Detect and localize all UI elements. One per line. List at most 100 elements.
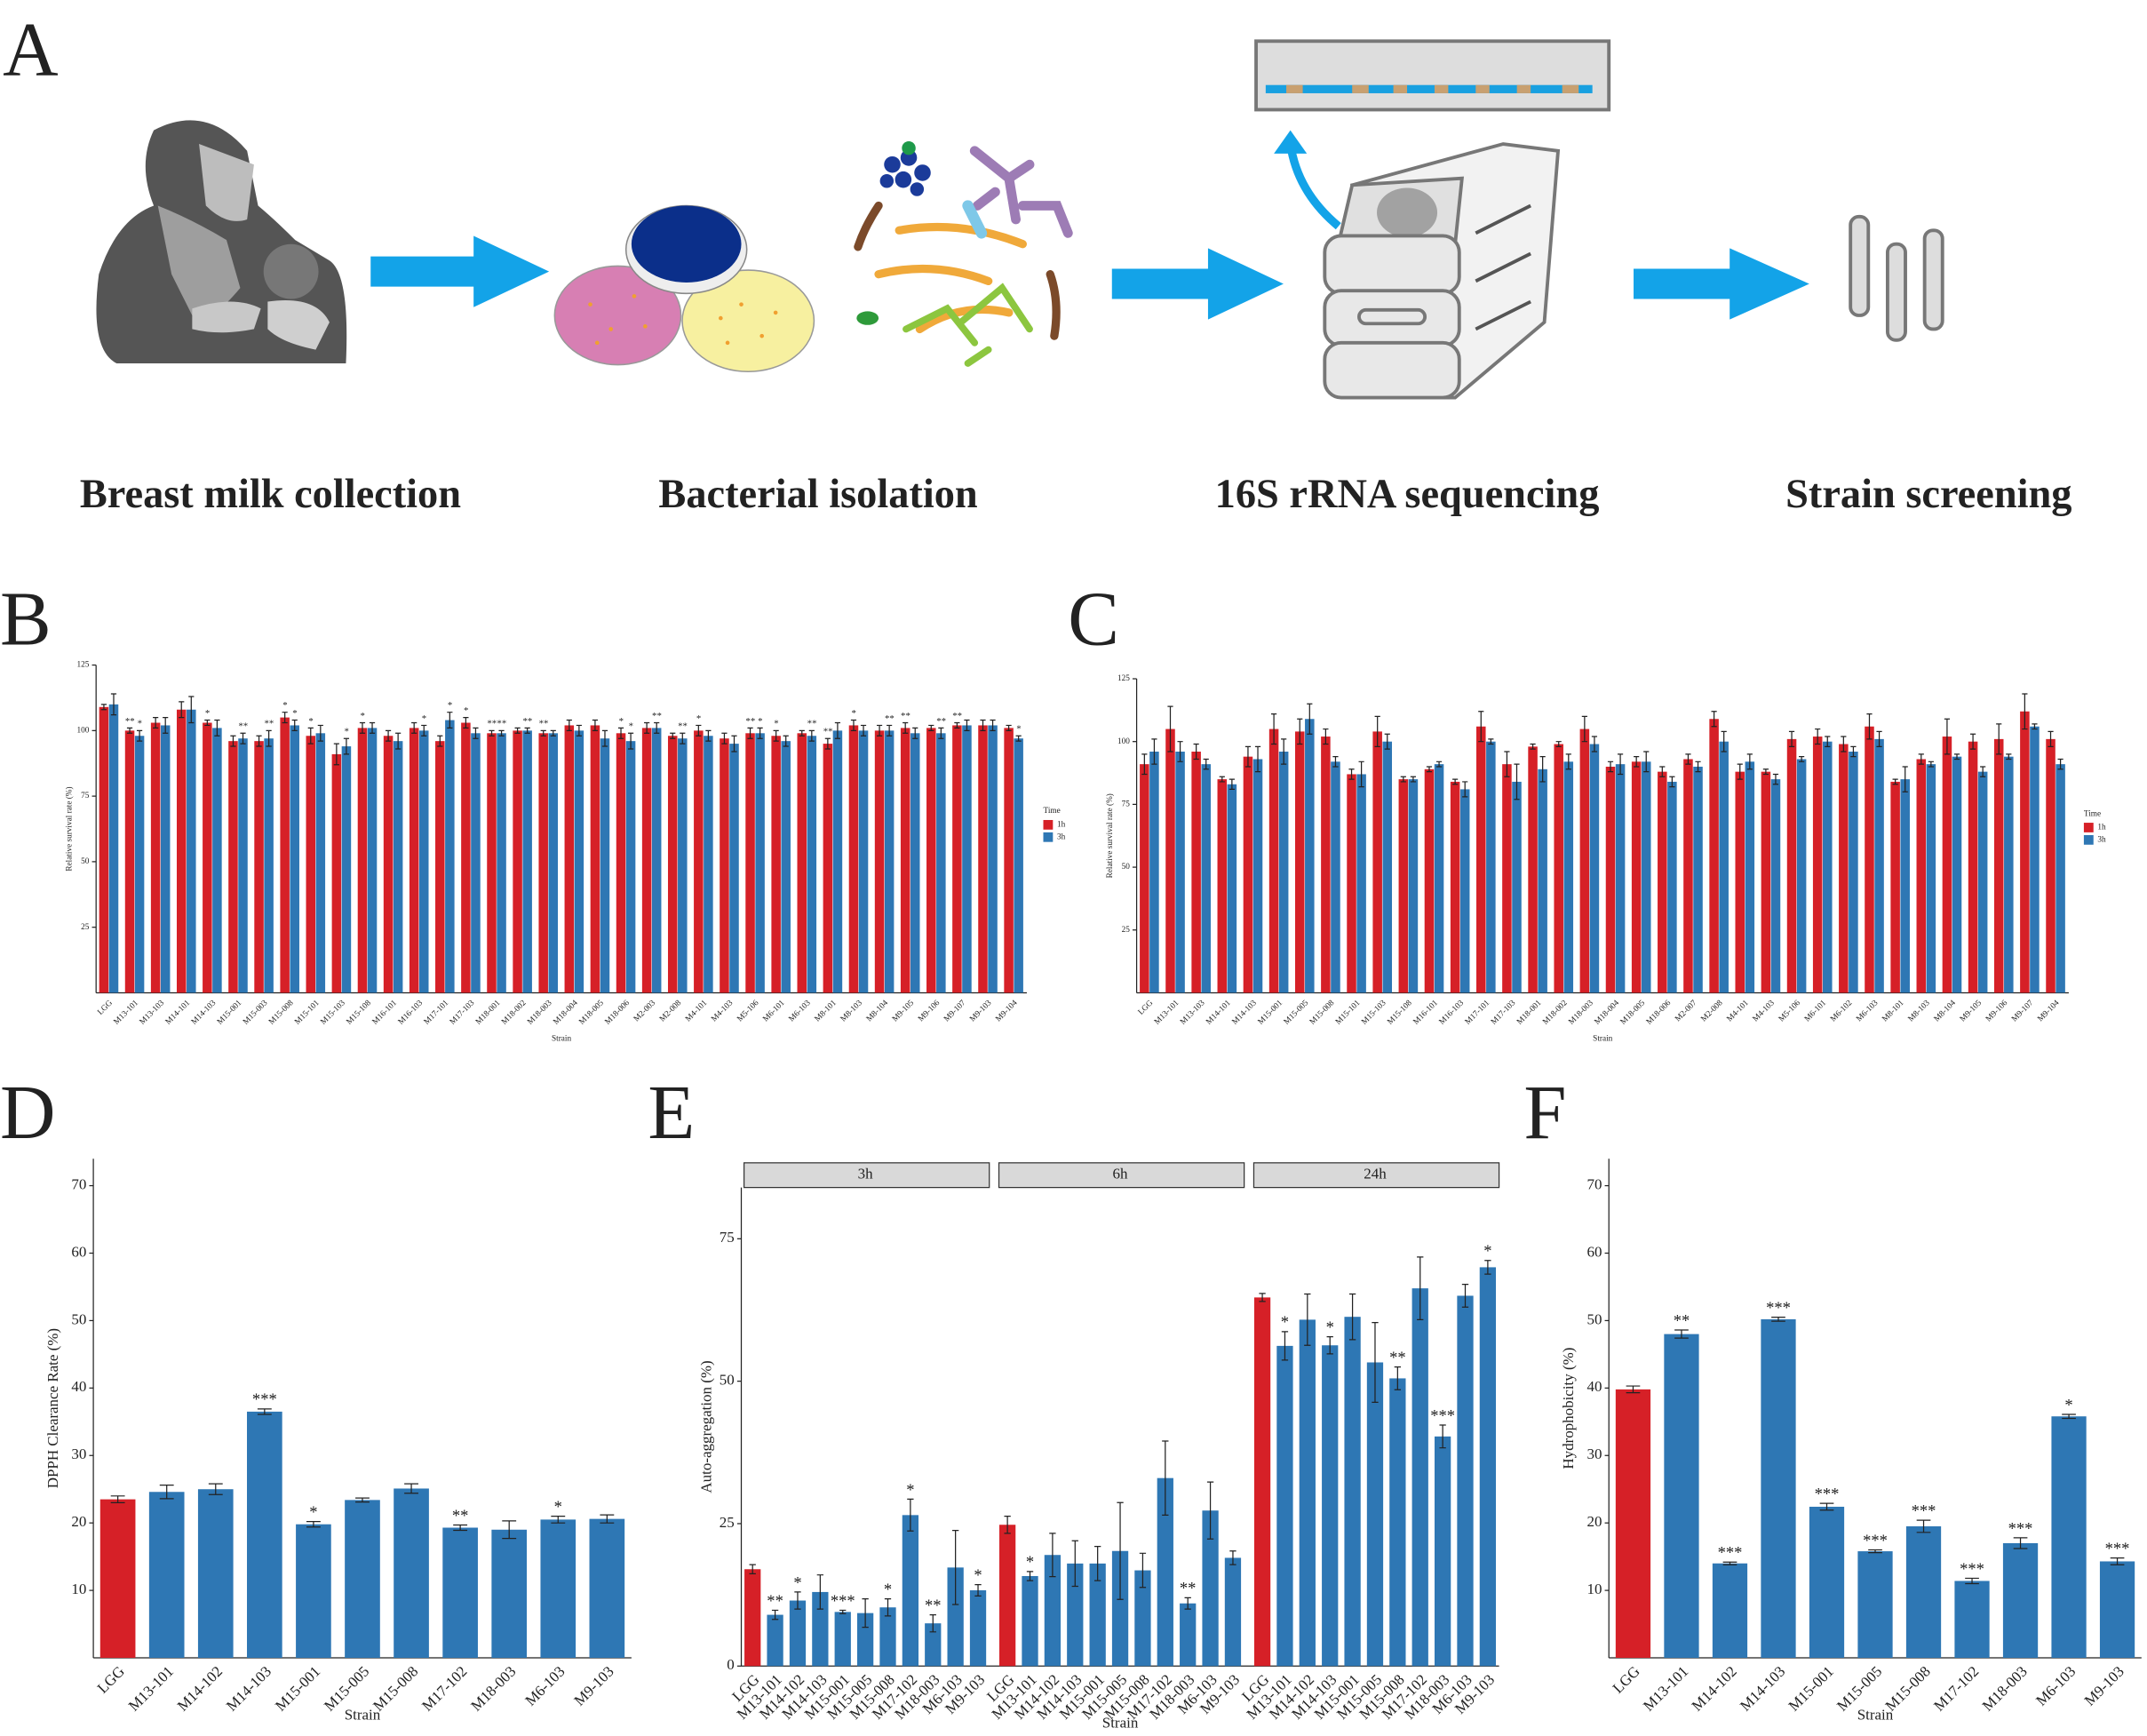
- error-bar: [514, 727, 521, 734]
- y-tick-label: 125: [77, 661, 90, 670]
- error-bar: [1326, 1336, 1333, 1355]
- error-bar: [1771, 1317, 1785, 1322]
- bar: [1217, 779, 1228, 993]
- bar: [290, 725, 299, 993]
- bar: [1089, 1563, 1106, 1667]
- error-bar: [1254, 745, 1261, 773]
- bar: [1658, 771, 1667, 993]
- bar: [1770, 779, 1781, 993]
- error-bar: [1307, 703, 1313, 735]
- bar: [2030, 726, 2040, 993]
- error-bar: [437, 735, 443, 747]
- error-bar: [824, 737, 831, 750]
- error-bar: [2062, 1413, 2076, 1420]
- arrow: [1111, 248, 1284, 320]
- error-bar: [502, 1520, 517, 1540]
- error-bar: [1643, 751, 1650, 773]
- x-axis-title: Strain: [1593, 1034, 1612, 1043]
- error-bar: [907, 1498, 914, 1532]
- y-tick-label: 75: [81, 792, 90, 800]
- error-bar: [627, 732, 634, 750]
- error-bar: [1193, 743, 1199, 760]
- bar: [781, 741, 791, 993]
- bar: [1165, 729, 1175, 993]
- error-bar: [601, 729, 608, 747]
- bar: [1191, 752, 1201, 993]
- error-bar: [862, 1597, 869, 1628]
- y-tick-label: 100: [1117, 737, 1130, 746]
- bar: [834, 1612, 851, 1667]
- bar: [134, 736, 145, 993]
- bar: [744, 1569, 761, 1667]
- legend-label: 1h: [1057, 821, 1066, 830]
- y-tick-label: 25: [720, 1514, 735, 1531]
- bar: [1865, 726, 1874, 993]
- significance-label: **: [901, 711, 910, 721]
- bar: [296, 1524, 331, 1659]
- bar: [357, 728, 368, 993]
- bar: [1476, 726, 1486, 993]
- bar: [1631, 761, 1642, 993]
- error-bar: [1659, 766, 1666, 777]
- bar: [1424, 768, 1435, 993]
- y-tick-label: 40: [1586, 1378, 1602, 1395]
- error-bar: [928, 724, 934, 731]
- significance-label: *: [758, 716, 762, 727]
- bar: [99, 1499, 136, 1659]
- bar: [678, 738, 688, 993]
- bar: [1615, 1389, 1651, 1659]
- error-bar: [126, 727, 133, 734]
- error-bar: [1591, 736, 1598, 753]
- error-bar: [524, 727, 530, 734]
- bar: [150, 722, 161, 993]
- error-bar: [990, 719, 996, 731]
- error-bar: [1944, 718, 1951, 755]
- error-bar: [654, 721, 660, 734]
- y-tick-label: 30: [1586, 1445, 1602, 1462]
- error-bar: [749, 1564, 756, 1575]
- error-bar: [369, 721, 376, 734]
- bar: [1022, 1575, 1038, 1667]
- y-tick-label: 25: [81, 923, 90, 932]
- y-tick-label: 125: [1117, 674, 1130, 683]
- significance-label: **: [539, 719, 549, 729]
- legend-swatch: [1043, 832, 1054, 842]
- error-bar: [1400, 776, 1406, 783]
- y-tick-label: 50: [1586, 1310, 1602, 1327]
- bar: [176, 709, 187, 993]
- y-tick-label: 0: [727, 1656, 734, 1673]
- bar: [497, 733, 506, 993]
- significance-label: **: [652, 711, 662, 721]
- error-bar: [307, 727, 314, 745]
- error-bar: [1772, 773, 1779, 785]
- error-bar: [1439, 1424, 1446, 1449]
- bar: [1641, 761, 1651, 993]
- step-label: Strain screening: [1785, 472, 2071, 517]
- arrow: [1634, 248, 1809, 320]
- legend-title: Time: [2084, 809, 2101, 818]
- bar: [461, 722, 471, 993]
- error-bar: [411, 721, 417, 734]
- error-bar: [1565, 753, 1571, 770]
- mother-illustration: [96, 120, 347, 364]
- error-bar: [1530, 743, 1536, 750]
- bar: [1528, 746, 1538, 993]
- significance-label: **: [823, 727, 833, 737]
- y-tick-label: 20: [1586, 1513, 1602, 1530]
- bar: [1735, 771, 1745, 993]
- bar: [487, 733, 497, 993]
- error-bar: [1815, 728, 1821, 745]
- y-axis-title: Auto-aggregation (%): [698, 1360, 715, 1493]
- error-bar: [1410, 776, 1416, 783]
- bar: [641, 728, 652, 993]
- error-bar: [1876, 730, 1882, 747]
- error-bar: [359, 721, 366, 734]
- error-bar: [1626, 1385, 1641, 1394]
- bar: [936, 733, 946, 993]
- significance-label: ***: [1960, 1560, 1984, 1579]
- bar: [978, 725, 988, 993]
- petri-dishes: [553, 204, 815, 373]
- error-bar: [1850, 745, 1857, 758]
- error-bar: [343, 737, 350, 755]
- facet-label: 6h: [1113, 1166, 1128, 1183]
